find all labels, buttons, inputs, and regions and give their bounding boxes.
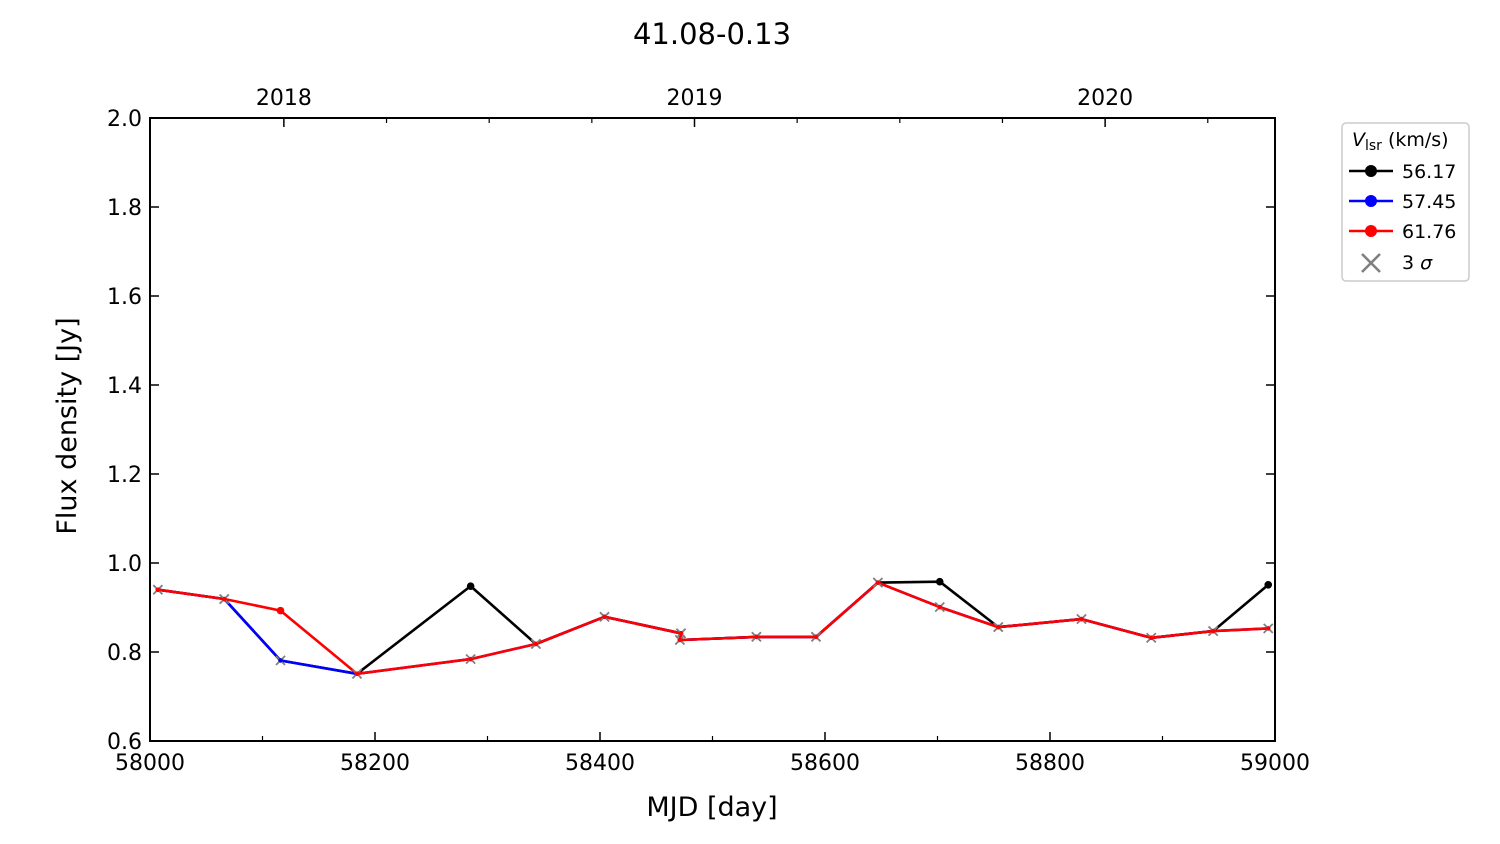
legend-label: 61.76 (1402, 221, 1456, 243)
legend-entry-61.76: 61.76 (1349, 221, 1456, 243)
data-point (466, 582, 475, 590)
x-tick-label: 58000 (115, 751, 185, 776)
legend-marker (1365, 165, 1377, 177)
data-point (935, 577, 944, 586)
legend-title-units: (km/s) (1388, 129, 1449, 151)
upper-limit-marker (934, 601, 945, 613)
legend-label: 57.45 (1402, 191, 1456, 213)
legend-entry-56.17: 56.17 (1349, 161, 1456, 183)
x-tick-label: 58600 (790, 751, 860, 776)
data-point (1264, 581, 1273, 589)
upper-limit-marker (993, 622, 1004, 633)
y-tick-label: 1.6 (107, 285, 142, 310)
legend-cross-marker (1361, 253, 1381, 273)
upper-limit-marker (599, 611, 610, 622)
upper-limit-marker (1263, 623, 1274, 634)
upper-limit-marker (872, 577, 883, 588)
plot-area (149, 117, 1276, 742)
x-tick-label: 58400 (565, 751, 635, 776)
upper-limit-marker (152, 584, 163, 595)
legend-title: Vlsr (km/s) (1352, 129, 1449, 154)
legend-entry-57.45: 57.45 (1349, 191, 1456, 213)
y-tick-label: 2.0 (107, 107, 142, 132)
upper-limit-marker (275, 655, 286, 666)
chart-title: 41.08-0.13 (633, 17, 791, 51)
series-56.17 (152, 577, 1273, 679)
top-year-label: 2018 (256, 86, 312, 111)
y-tick-label: 1.4 (107, 374, 142, 399)
x-tick-label: 58800 (1015, 751, 1085, 776)
data-point (276, 606, 285, 615)
y-tick-label: 0.8 (107, 641, 142, 666)
upper-limit-marker (465, 654, 476, 665)
upper-limit-marker (1208, 626, 1219, 637)
y-tick-label: 0.6 (107, 730, 142, 755)
y-tick-label: 1.8 (107, 196, 142, 221)
sigma-symbol: σ (1420, 252, 1433, 274)
series-61.76 (152, 577, 1274, 679)
legend-marker (1365, 195, 1377, 207)
legend-label: 56.17 (1402, 161, 1456, 183)
legend-marker (1365, 225, 1377, 237)
series-line (157, 580, 1270, 676)
legend-title-subscript: lsr (1365, 138, 1382, 154)
upper-limit-marker (219, 593, 230, 605)
sigma-number: 3 (1402, 252, 1414, 274)
upper-limit-marker (810, 631, 822, 642)
series-line (157, 581, 1269, 676)
y-tick-label: 1.2 (107, 463, 142, 488)
legend-frame (1341, 122, 1470, 282)
upper-limit-marker (530, 638, 541, 650)
upper-limit-marker (1146, 632, 1157, 643)
upper-limit-marker (1076, 614, 1087, 625)
series-57.45 (152, 577, 1274, 679)
legend-title-symbol: V (1352, 129, 1367, 151)
upper-limit-marker (674, 634, 685, 646)
top-year-label: 2019 (667, 86, 723, 111)
top-year-label: 2020 (1077, 86, 1133, 111)
x-tick-label: 58200 (340, 751, 410, 776)
x-tick-label: 59000 (1240, 751, 1310, 776)
upper-limit-marker (751, 631, 762, 642)
y-tick-label: 1.0 (107, 552, 142, 577)
series-line (157, 581, 1269, 676)
x-axis-label: MJD [day] (646, 792, 777, 823)
y-axis-label: Flux density [Jy] (52, 317, 83, 534)
upper-limit-marker (351, 668, 363, 679)
